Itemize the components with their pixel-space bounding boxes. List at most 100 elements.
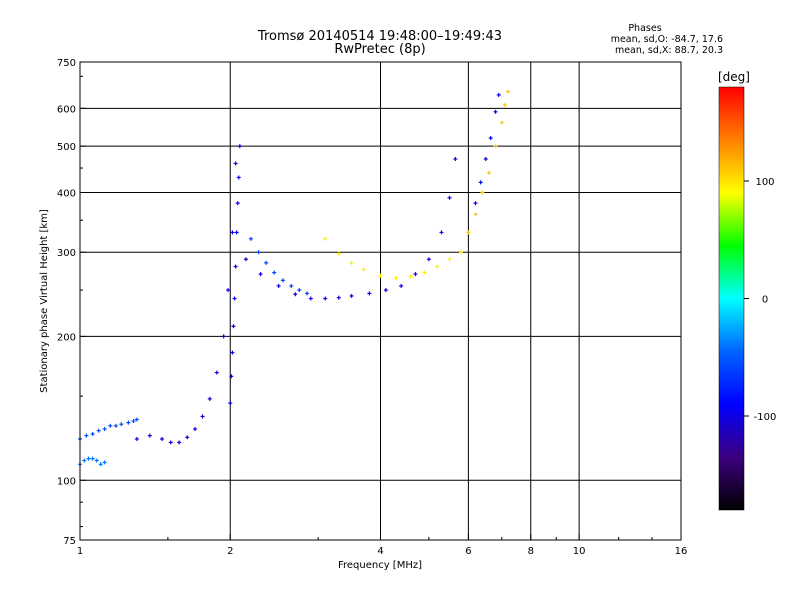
data-point: [447, 195, 452, 200]
data-point: [94, 458, 99, 463]
x-axis-label: Frequency [MHz]: [338, 560, 422, 571]
x-tick-label: 4: [377, 546, 383, 557]
data-point: [235, 201, 240, 206]
data-point: [323, 236, 328, 241]
grid: [80, 62, 681, 540]
phases-o-stats: mean, sd,O: -84.7, 17.6: [611, 34, 723, 45]
data-point: [237, 144, 242, 149]
data-point: [336, 251, 341, 256]
data-point: [233, 161, 238, 166]
data-point: [84, 433, 89, 438]
data-point: [493, 144, 498, 149]
y-tick-label: 500: [57, 142, 76, 153]
y-axis-label: Stationary phase Virtual Height [km]: [39, 209, 50, 393]
phases-heading: Phases: [628, 23, 661, 34]
data-point: [466, 230, 471, 235]
data-point: [236, 175, 241, 180]
data-point: [234, 230, 239, 235]
data-point: [422, 270, 427, 275]
data-point: [113, 423, 118, 428]
data-point: [134, 417, 139, 422]
colorbar-label: [deg]: [718, 70, 750, 84]
data-point: [272, 270, 277, 275]
data-point: [230, 350, 235, 355]
data-point: [193, 427, 198, 432]
data-point: [487, 170, 492, 175]
y-tick-label: 100: [57, 476, 76, 487]
data-point: [336, 295, 341, 300]
data-point: [228, 401, 233, 406]
data-point: [502, 102, 507, 107]
y-tick-label: 300: [57, 248, 76, 259]
data-point: [435, 264, 440, 269]
data-point: [230, 230, 235, 235]
data-point: [361, 267, 366, 272]
data-point: [232, 296, 237, 301]
data-point: [207, 396, 212, 401]
x-tick-label: 8: [528, 546, 534, 557]
data-point: [233, 264, 238, 269]
data-point: [126, 420, 131, 425]
data-point: [90, 456, 95, 461]
data-point: [185, 435, 190, 440]
data-point: [349, 260, 354, 265]
data-point: [168, 440, 173, 445]
data-point: [308, 296, 313, 301]
data-point: [98, 462, 103, 467]
data-point: [177, 440, 182, 445]
y-tick-label: 400: [57, 188, 76, 199]
data-point: [493, 109, 498, 114]
data-point: [131, 419, 136, 424]
x-tick-label: 2: [227, 546, 233, 557]
data-point: [226, 288, 231, 293]
data-point: [394, 275, 399, 280]
data-point: [280, 278, 285, 283]
data-point: [90, 431, 95, 436]
data-point: [480, 190, 485, 195]
data-point: [413, 272, 418, 277]
chart-subtitle: RwPretec (8p): [334, 42, 425, 57]
data-point: [160, 436, 165, 441]
data-point: [293, 292, 298, 297]
colorbar-tick-label: 0: [762, 295, 768, 306]
x-tick-label: 16: [675, 546, 688, 557]
data-point: [473, 212, 478, 217]
chart-title: Tromsø 20140514 19:48:00–19:49:43: [257, 29, 502, 44]
data-point: [505, 89, 510, 94]
colorbar: [718, 86, 745, 511]
data-point: [221, 334, 226, 339]
data-point: [119, 422, 124, 427]
data-point: [496, 92, 501, 97]
data-point: [102, 460, 107, 465]
data-point: [200, 414, 205, 419]
data-point: [459, 250, 464, 255]
x-tick-label: 6: [465, 546, 471, 557]
data-points: [78, 89, 510, 467]
y-tick-label: 200: [57, 332, 76, 343]
data-point: [258, 272, 263, 277]
y-tick-label: 75: [63, 536, 76, 547]
data-point: [147, 433, 152, 438]
data-point: [264, 260, 269, 265]
data-point: [426, 257, 431, 262]
data-point: [96, 428, 101, 433]
data-point: [102, 427, 107, 432]
colorbar-ticks: 100 0 -100: [744, 177, 776, 423]
data-point: [231, 324, 236, 329]
data-point: [453, 157, 458, 162]
colorbar-tick-label: -100: [754, 412, 777, 423]
data-point: [86, 456, 91, 461]
data-point: [297, 288, 302, 293]
data-point: [439, 230, 444, 235]
phases-x-stats: mean, sd,X: 88.7, 20.3: [615, 45, 723, 56]
data-point: [488, 136, 493, 141]
y-tick-label: 750: [57, 58, 76, 69]
data-point: [108, 423, 113, 428]
x-tick-label: 10: [573, 546, 586, 557]
data-point: [276, 283, 281, 288]
data-point: [447, 257, 452, 262]
data-point: [323, 296, 328, 301]
colorbar-tick-label: 100: [755, 177, 774, 188]
data-point: [383, 288, 388, 293]
